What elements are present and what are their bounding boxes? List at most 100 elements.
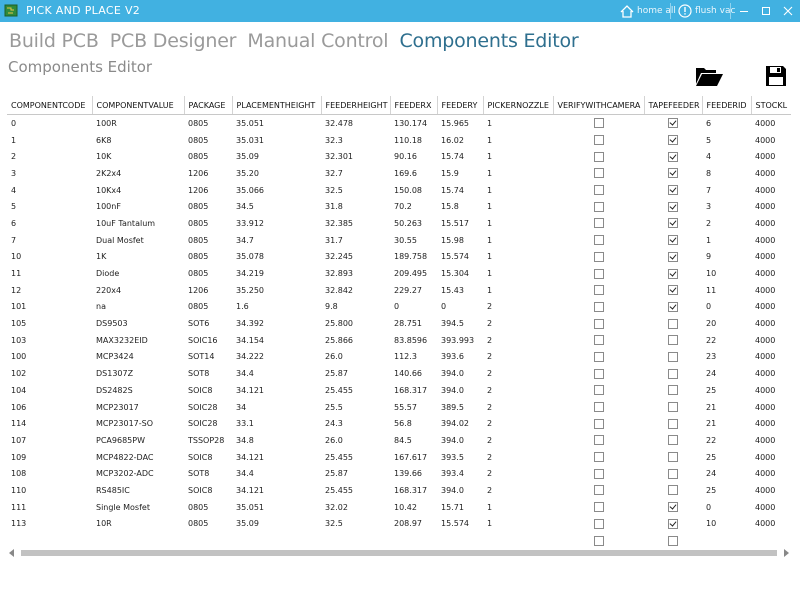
cell-fy[interactable]: 393.5: [441, 452, 464, 462]
cell-code[interactable]: 5: [11, 202, 17, 212]
cell-fy[interactable]: 394.0: [441, 369, 464, 379]
cell-fx[interactable]: 168.317: [394, 485, 428, 495]
cell-package[interactable]: 1206: [188, 185, 209, 195]
table-row[interactable]: 103 MAX3232EID SOIC16 34.154 25.866 83.8596 39…: [7, 332, 791, 349]
cell-stock[interactable]: 4000: [755, 519, 776, 529]
cell-stock[interactable]: 4000: [755, 135, 776, 145]
cell-fid[interactable]: 7: [706, 185, 712, 195]
cell-stock[interactable]: 4000: [755, 168, 776, 178]
column-header[interactable]: FEEDERHEIGHT: [321, 96, 391, 115]
cell-fy[interactable]: 15.574: [441, 519, 469, 529]
cell-placement[interactable]: 35.051: [236, 502, 264, 512]
cell-placement[interactable]: 35.09: [236, 519, 259, 529]
cell-code[interactable]: 2: [11, 152, 17, 162]
cell-feederheight[interactable]: 25.5: [325, 402, 343, 412]
cell-code[interactable]: 109: [11, 452, 27, 462]
scrollbar-thumb[interactable]: [21, 550, 777, 556]
cell-fy[interactable]: 394.5: [441, 319, 464, 329]
cell-nozzle[interactable]: 2: [487, 319, 493, 329]
cell-fid[interactable]: 25: [706, 385, 717, 395]
cell-value[interactable]: 2K2x4: [96, 168, 122, 178]
cell-value[interactable]: MCP4822-DAC: [96, 452, 154, 462]
column-header[interactable]: FEEDERX: [390, 96, 438, 115]
cell-feederheight[interactable]: 32.02: [325, 502, 348, 512]
verify-camera-checkbox[interactable]: [593, 118, 604, 129]
column-header[interactable]: PACKAGE: [184, 96, 233, 115]
cell-placement[interactable]: 34.4: [236, 369, 254, 379]
cell-package[interactable]: 0805: [188, 135, 209, 145]
cell-fy[interactable]: 393.4: [441, 469, 464, 479]
cell-fid[interactable]: 8: [706, 168, 712, 178]
tape-feeder-checkbox[interactable]: [668, 535, 678, 546]
cell-nozzle[interactable]: 2: [487, 485, 493, 495]
cell-package[interactable]: 0805: [188, 235, 209, 245]
cell-code[interactable]: 4: [11, 185, 17, 195]
cell-fid[interactable]: 1: [706, 235, 712, 245]
table-row[interactable]: 1 6K8 0805 35.031 32.3 110.18 16.02 1 5 4000: [7, 132, 791, 149]
tape-feeder-checkbox[interactable]: [668, 351, 678, 362]
cell-placement[interactable]: 35.051: [236, 118, 264, 128]
cell-placement[interactable]: 34.392: [236, 319, 264, 329]
cell-value[interactable]: PCA9685PW: [96, 435, 145, 445]
cell-code[interactable]: 106: [11, 402, 27, 412]
table-row[interactable]: 111 Single Mosfet 0805 35.051 32.02 10.42 15.7…: [7, 499, 791, 516]
cell-fx[interactable]: 30.55: [394, 235, 417, 245]
cell-package[interactable]: TSSOP28: [188, 435, 225, 445]
cell-feederheight[interactable]: 9.8: [325, 302, 338, 312]
cell-value[interactable]: Diode: [96, 269, 120, 279]
table-row[interactable]: 113 10R 0805 35.09 32.5 208.97 15.574 1 10 4000: [7, 516, 791, 533]
cell-stock[interactable]: 4000: [755, 369, 776, 379]
cell-fx[interactable]: 56.8: [394, 419, 412, 429]
cell-placement[interactable]: 34.7: [236, 235, 254, 245]
cell-feederheight[interactable]: 24.3: [325, 419, 343, 429]
table-row[interactable]: 100 MCP3424 SOT14 34.222 26.0 112.3 393.6 2 23 40…: [7, 349, 791, 366]
cell-nozzle[interactable]: 1: [487, 135, 493, 145]
tab-build-pcb[interactable]: Build PCB: [9, 30, 99, 52]
cell-fy[interactable]: 389.5: [441, 402, 464, 412]
table-row[interactable]: 4 10Kx4 1206 35.066 32.5 150.08 15.74 1 7 4000: [7, 182, 791, 199]
cell-stock[interactable]: 4000: [755, 502, 776, 512]
table-row[interactable]: 12 220x4 1206 35.250 32.842 229.27 15.43 1 11 400…: [7, 282, 791, 299]
table-row[interactable]: 107 PCA9685PW TSSOP28 34.8 26.0 84.5 394.0 2 22 4…: [7, 432, 791, 449]
cell-fx[interactable]: 139.66: [394, 469, 422, 479]
cell-nozzle[interactable]: 2: [487, 352, 493, 362]
column-header[interactable]: VERIFYWITHCAMERA: [553, 96, 645, 115]
cell-stock[interactable]: 4000: [755, 435, 776, 445]
cell-fy[interactable]: 15.43: [441, 285, 464, 295]
cell-stock[interactable]: 4000: [755, 202, 776, 212]
close-button[interactable]: [777, 1, 799, 21]
cell-feederheight[interactable]: 25.866: [325, 335, 353, 345]
cell-nozzle[interactable]: 2: [487, 402, 493, 412]
cell-nozzle[interactable]: 2: [487, 452, 493, 462]
cell-fx[interactable]: 50.263: [394, 218, 422, 228]
tape-feeder-checkbox[interactable]: [668, 185, 678, 196]
table-row[interactable]: 106 MCP23017 SOIC28 34 25.5 55.57 389.5 2 21 4000: [7, 399, 791, 416]
verify-camera-checkbox[interactable]: [593, 502, 604, 513]
cell-nozzle[interactable]: 2: [487, 302, 493, 312]
cell-placement[interactable]: [232, 532, 321, 548]
table-row[interactable]: 102 DS1307Z SOT8 34.4 25.87 140.66 394.0 2 24 400…: [7, 365, 791, 382]
cell-fid[interactable]: 23: [706, 352, 717, 362]
verify-camera-checkbox[interactable]: [593, 335, 604, 346]
cell-value[interactable]: 100nF: [96, 202, 121, 212]
cell-fx[interactable]: 55.57: [394, 402, 417, 412]
cell-fx[interactable]: 168.317: [394, 385, 428, 395]
cell-package[interactable]: SOIC8: [188, 452, 213, 462]
cell-feederheight[interactable]: 32.245: [325, 252, 353, 262]
cell-fid[interactable]: 10: [706, 269, 717, 279]
cell-package[interactable]: SOIC8: [188, 385, 213, 395]
cell-code[interactable]: 105: [11, 319, 27, 329]
cell-feederheight[interactable]: 32.842: [325, 285, 353, 295]
tape-feeder-checkbox[interactable]: [668, 402, 678, 413]
column-header[interactable]: TAPEFEEDER: [644, 96, 703, 115]
cell-stock[interactable]: 4000: [755, 185, 776, 195]
cell-package[interactable]: 0805: [188, 202, 209, 212]
cell-feederheight[interactable]: 25.455: [325, 485, 353, 495]
verify-camera-checkbox[interactable]: [593, 151, 604, 162]
cell-placement[interactable]: 35.09: [236, 152, 259, 162]
horizontal-scrollbar[interactable]: [7, 547, 791, 559]
cell-placement[interactable]: 34.4: [236, 469, 254, 479]
cell-stock[interactable]: 4000: [755, 285, 776, 295]
verify-camera-checkbox[interactable]: [593, 218, 604, 229]
cell-package[interactable]: 1206: [188, 285, 209, 295]
